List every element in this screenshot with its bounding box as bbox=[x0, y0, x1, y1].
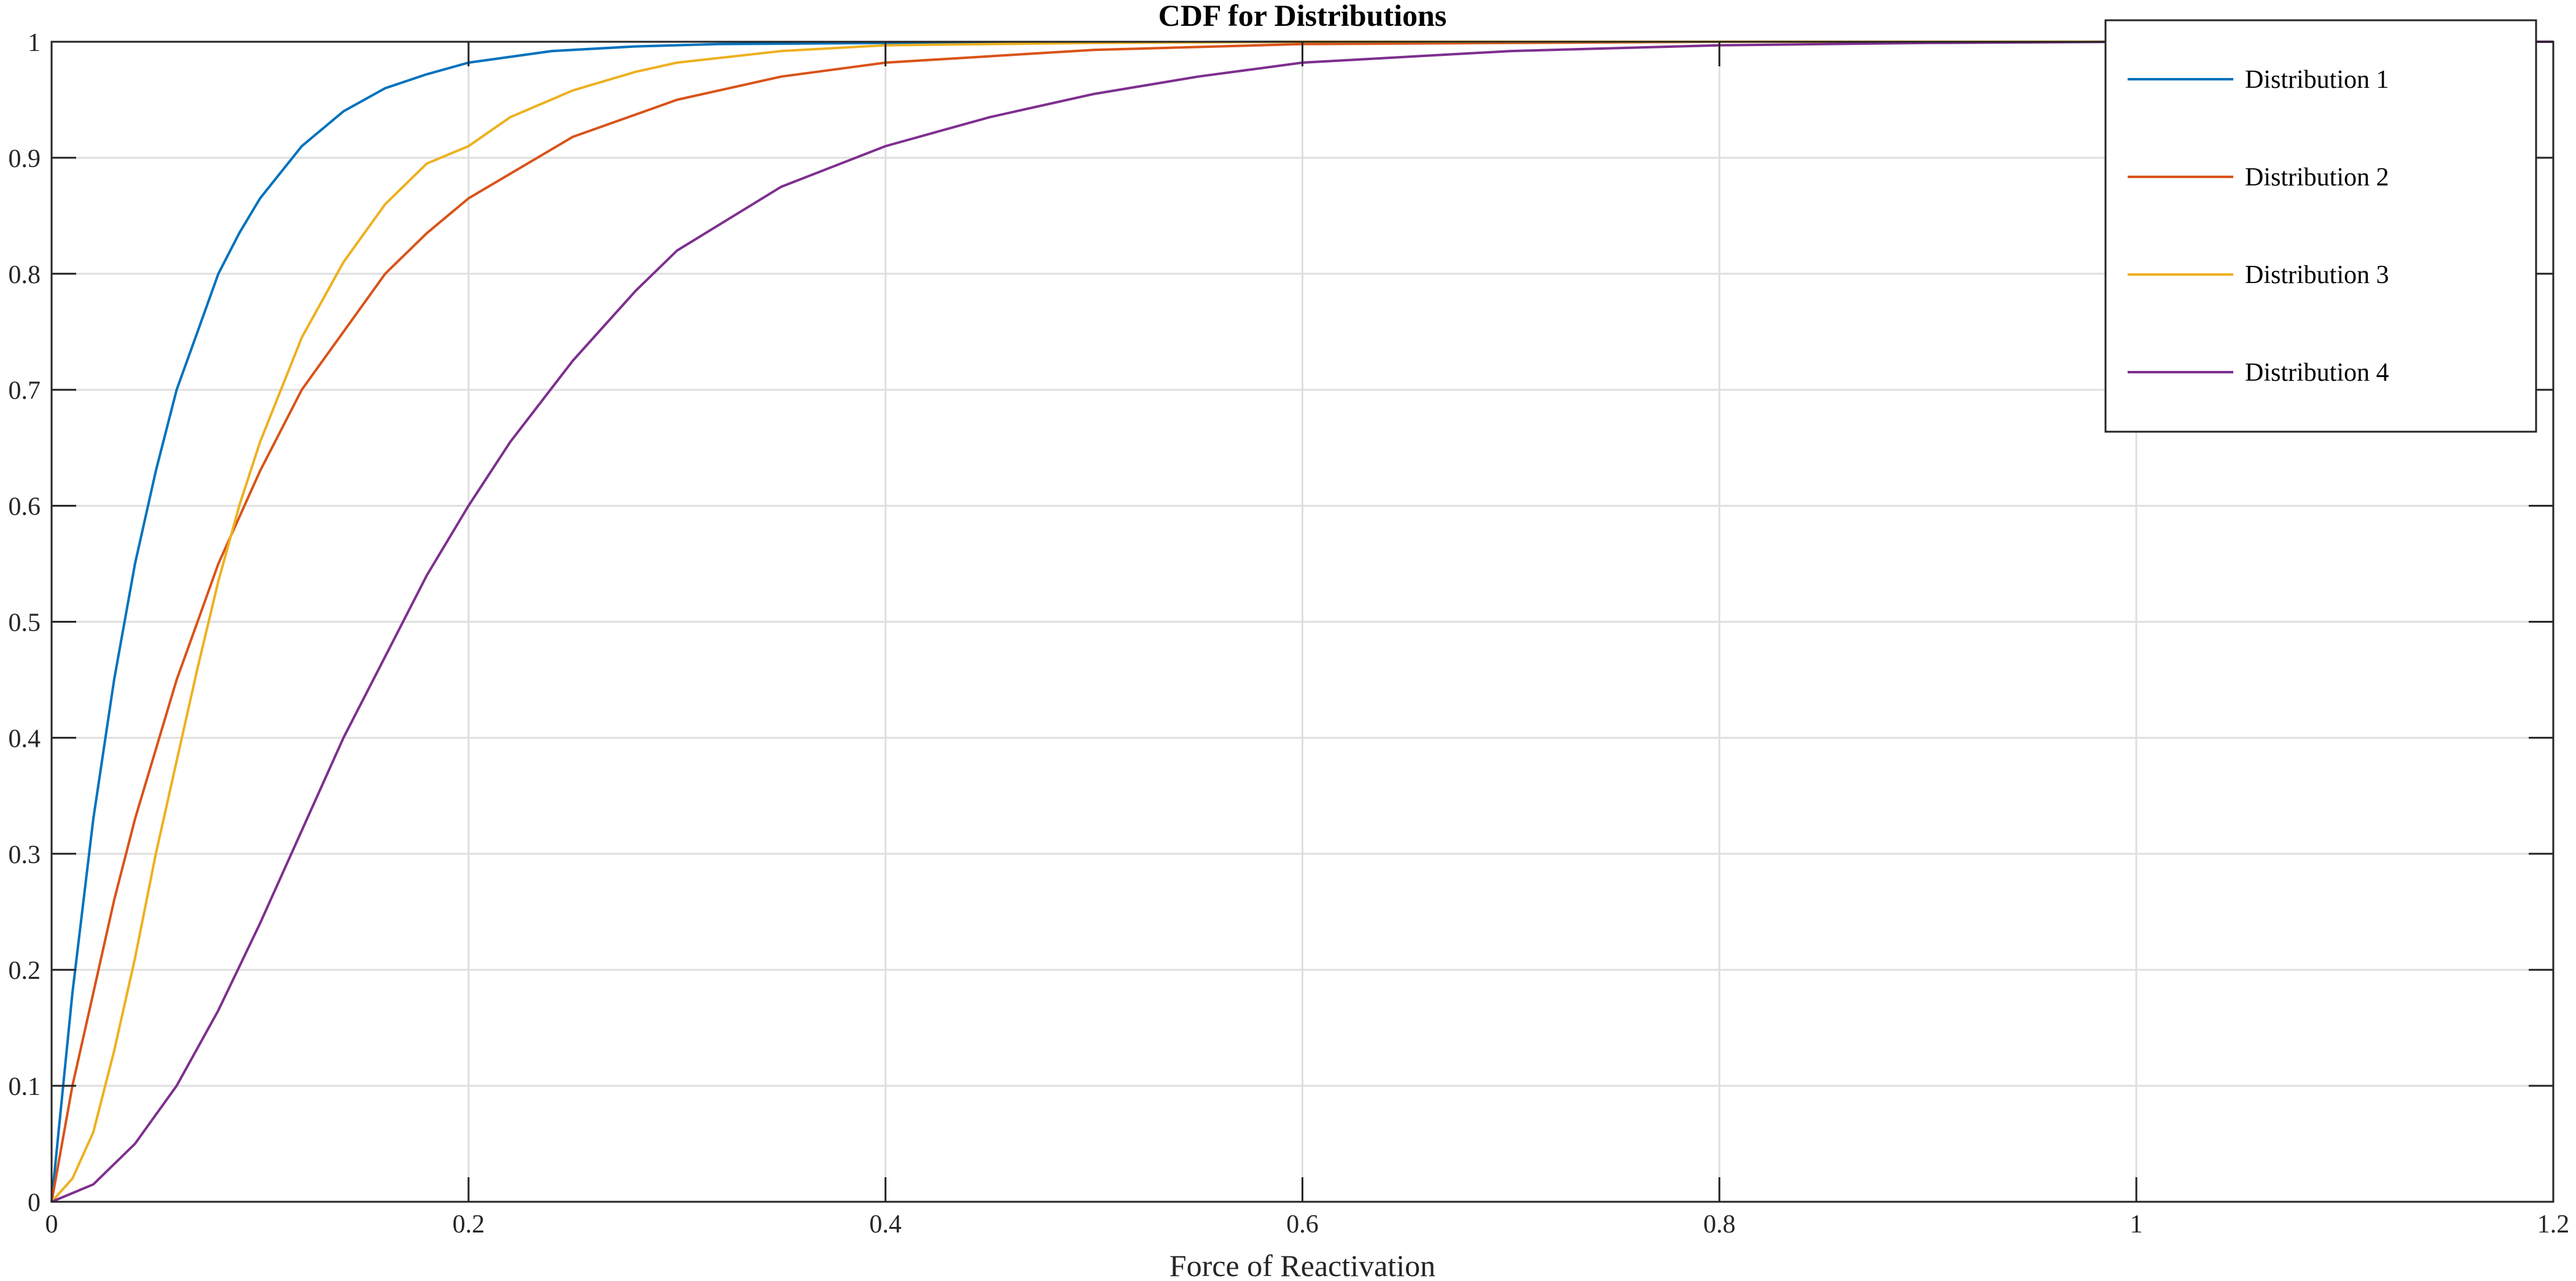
y-tick-label: 0.1 bbox=[9, 1073, 41, 1101]
legend-label-4: Distribution 4 bbox=[2245, 359, 2389, 387]
x-tick-label: 0 bbox=[45, 1210, 58, 1239]
series-line-2 bbox=[50, 41, 2553, 1202]
x-tick-label: 0.8 bbox=[1703, 1210, 1736, 1239]
legend-box bbox=[2104, 19, 2537, 433]
y-tick-label: 0 bbox=[28, 1189, 41, 1217]
y-tick-label: 0.5 bbox=[9, 609, 41, 637]
x-tick-label: 0.4 bbox=[869, 1210, 902, 1239]
legend: Distribution 1 Distribution 2 Distribution… bbox=[2104, 19, 2537, 433]
series-line-4 bbox=[51, 41, 2553, 1203]
legend-label-2: Distribution 2 bbox=[2245, 163, 2389, 192]
y-tick-label: 0.4 bbox=[9, 725, 41, 753]
legend-label-3: Distribution 3 bbox=[2245, 261, 2389, 289]
y-tick-label: 0.6 bbox=[9, 493, 41, 521]
x-tick-label: 1 bbox=[2130, 1210, 2143, 1239]
y-tick-label: 0.3 bbox=[9, 841, 41, 869]
y-tick-label: 0.2 bbox=[9, 957, 41, 985]
legend-label-1: Distribution 1 bbox=[2245, 66, 2389, 94]
series-line-1 bbox=[50, 41, 2553, 1202]
y-tick-label: 0.7 bbox=[9, 377, 41, 405]
data-series bbox=[50, 41, 2553, 1203]
tick-labels: 0 0.2 0.4 0.6 0.8 1 1.2 0 0.1 0.2 0.3 0.4 0.5 0.6 0.7 0… bbox=[9, 29, 2570, 1239]
chart-title: CDF for Distributions bbox=[1158, 0, 1446, 33]
y-tick-label: 0.9 bbox=[9, 145, 41, 173]
y-tick-label: 0.8 bbox=[9, 261, 41, 289]
x-tick-label: 1.2 bbox=[2537, 1210, 2570, 1239]
x-tick-label: 0.2 bbox=[453, 1210, 485, 1239]
series-line-3 bbox=[50, 41, 2553, 1203]
x-axis-title: Force of Reactivation bbox=[1169, 1248, 1435, 1281]
y-tick-label: 1 bbox=[28, 29, 41, 57]
x-tick-label: 0.6 bbox=[1286, 1210, 1319, 1239]
